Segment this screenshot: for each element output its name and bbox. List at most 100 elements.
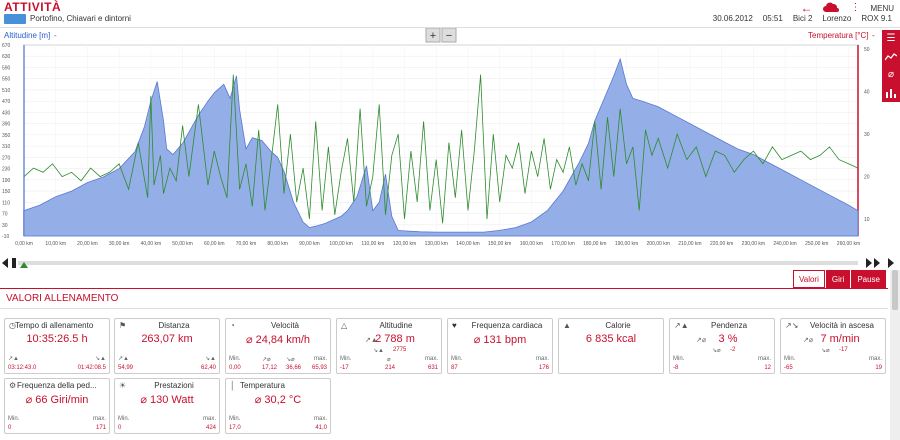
max-value: 41,0: [315, 425, 327, 431]
min-value: 0: [118, 425, 122, 431]
slider-marker[interactable]: [20, 262, 28, 268]
back-arrow-icon[interactable]: ←: [800, 1, 813, 15]
max-label: max.: [424, 356, 438, 362]
y-left-tick-label: 310: [2, 144, 11, 150]
descent-avg-icon: ↘⌀: [712, 348, 721, 354]
y-left-tick-label: 110: [2, 200, 10, 206]
range-slider[interactable]: [0, 256, 900, 270]
x-tick-label: 180,00 km: [583, 241, 606, 247]
x-tick-label: 170,00 km: [551, 241, 574, 247]
card-distance: ⚑ Distanza 263,07 km ↗▲ ↘▲ 54,99 62,40: [114, 318, 220, 374]
zoom-in-button[interactable]: +: [425, 28, 441, 43]
card-heart-rate: ♥ Frequenza cardiaca ⌀ 131 bpm Min. max.…: [447, 318, 553, 374]
menu-dots-icon[interactable]: ⋮: [850, 2, 861, 13]
card-value: 2 788 m: [375, 333, 415, 345]
max-value: 631: [427, 365, 438, 371]
sport-badge: [4, 14, 26, 24]
card-title: Distanza: [158, 321, 190, 330]
y-right-tick-label: 50: [864, 47, 870, 53]
max-label: max.: [313, 356, 327, 362]
chart-svg[interactable]: 670 630 590 550 510 470 430 390 350 310 270 230 190 1…: [0, 28, 900, 254]
min-label: Min.: [784, 356, 796, 362]
max-label: max.: [92, 416, 106, 422]
clock-icon: ◷: [9, 321, 16, 330]
descent-small-icon: ↘▲: [373, 348, 384, 354]
descent-small-icon: ↘⌀: [286, 357, 295, 363]
cloud-upload-icon[interactable]: [822, 1, 840, 15]
series-altitude-area[interactable]: [23, 57, 859, 237]
max-value: 424: [205, 425, 216, 431]
menu-button[interactable]: MENU: [870, 3, 894, 13]
min-value: -65: [784, 365, 793, 371]
page-scrollbar[interactable]: [890, 270, 900, 440]
ascent-small-icon: ↗▲: [8, 356, 19, 362]
right-axis-label-suffix: -: [872, 31, 875, 40]
activity-chart[interactable]: 670 630 590 550 510 470 430 390 350 310 270 230 190 1…: [0, 28, 900, 254]
slider-track[interactable]: [18, 261, 858, 265]
incline-icon: ↗▲: [674, 321, 689, 330]
left-axis-label-suffix: -: [54, 31, 57, 40]
activity-bike: Bici 2: [792, 14, 813, 23]
descent-value: -2: [730, 347, 736, 353]
speedometer-icon: ◔: [230, 321, 235, 330]
y-right-tick-label: 10: [864, 217, 870, 223]
slider-right-handle[interactable]: [866, 258, 872, 268]
left-axis-label[interactable]: Altitudine [m]: [4, 31, 50, 40]
zoom-out-button[interactable]: −: [441, 28, 457, 43]
descent-value: 2775: [393, 347, 407, 353]
x-tick-label: 140,00 km: [456, 241, 479, 247]
flame-icon: ▲: [563, 321, 571, 330]
slider-prev-icon[interactable]: [874, 258, 880, 268]
x-tick-label: 110,00 km: [361, 241, 384, 247]
slider-left-arrow-icon[interactable]: [2, 258, 8, 268]
y-left-tick-label: 70: [2, 212, 8, 218]
card-value: 7 m/min: [820, 333, 860, 345]
max-label: max.: [202, 416, 216, 422]
y-left-tick-label: 350: [2, 133, 11, 139]
slider-next-icon[interactable]: [888, 258, 894, 268]
right-axis-label[interactable]: Temperatura [°C]: [808, 31, 869, 40]
tab-giri[interactable]: Giri: [825, 270, 851, 288]
card-title: Frequenza della ped...: [17, 381, 97, 390]
scrollbar-thumb[interactable]: [892, 270, 898, 310]
header-actions: ← ⋮ MENU: [800, 1, 894, 15]
min-label: Min.: [118, 416, 130, 422]
activity-time: 05:51: [762, 14, 783, 23]
y-right-tick-label: 30: [864, 132, 870, 138]
y-left-tick-label: 190: [2, 178, 11, 184]
ascent-avg-value: 17,12: [262, 365, 278, 371]
y-left-tick-label: 30: [2, 223, 8, 229]
y-left-tick-label: 150: [2, 189, 11, 195]
max-value: 19: [875, 365, 882, 371]
x-tick-label: 260,00 km: [837, 241, 860, 247]
card-power: ☀ Prestazioni ⌀ 130 Watt Min. max. 0 424: [114, 378, 220, 434]
x-tick-label: 50,00 km: [172, 241, 193, 247]
card-right-value: 62,40: [200, 365, 216, 371]
min-label: Min.: [673, 356, 685, 362]
ascent-small-icon: ↗▲: [118, 356, 129, 362]
min-value: 87: [451, 365, 458, 371]
x-tick-label: 160,00 km: [520, 241, 543, 247]
min-value: 0: [8, 425, 12, 431]
card-title: Prestazioni: [154, 381, 194, 390]
tab-valori[interactable]: Valori: [793, 270, 825, 288]
max-value: 12: [764, 365, 771, 371]
tab-pause[interactable]: Pause: [851, 270, 886, 288]
card-title: Calorie: [605, 321, 631, 330]
zoom-in-label: +: [430, 30, 436, 42]
cadence-icon: ⚙: [9, 381, 17, 390]
max-label: max.: [868, 356, 882, 362]
bar-chart-icon[interactable]: [882, 84, 900, 102]
average-icon[interactable]: ⌀: [882, 66, 900, 84]
max-label: max.: [313, 416, 327, 422]
min-label: Min.: [8, 416, 20, 422]
card-speed: ◔ Velocità ⌀ 24,84 km/h Min. ↗⌀ ↘⌀ max. …: [225, 318, 331, 374]
series-temperature-line[interactable]: [23, 74, 859, 224]
average-small-icon: ⌀: [387, 357, 391, 363]
slider-left-handle[interactable]: [12, 258, 16, 268]
card-value: ⌀ 30,2 °C: [254, 394, 302, 406]
line-chart-icon[interactable]: [882, 48, 900, 66]
list-view-icon[interactable]: ☰: [882, 30, 900, 48]
card-title: Tempo di allenamento: [15, 321, 94, 330]
power-icon: ☀: [119, 381, 127, 390]
